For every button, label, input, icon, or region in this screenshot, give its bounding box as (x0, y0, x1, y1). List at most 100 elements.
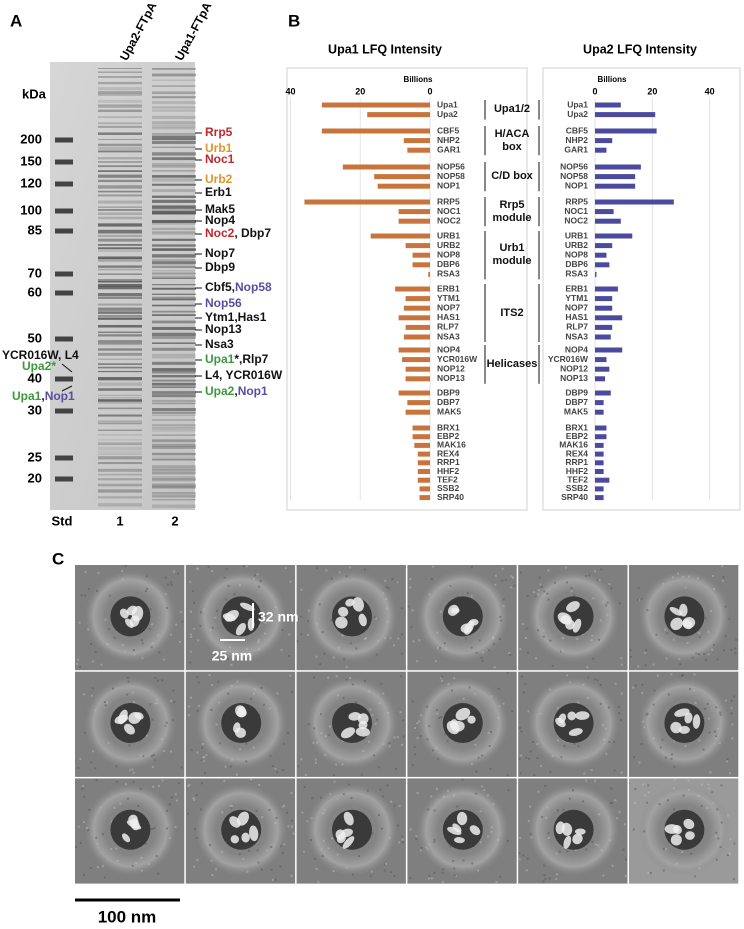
em-noise (338, 571, 341, 574)
em-noise (289, 580, 292, 583)
em-noise (132, 649, 135, 652)
em-noise (418, 639, 421, 642)
em-noise (124, 565, 127, 568)
em-noise (520, 754, 523, 757)
gel-band (98, 422, 142, 425)
axis-label: Billions (404, 75, 433, 84)
category-label: NOC1 (437, 206, 461, 216)
em-noise (152, 785, 155, 788)
em-noise (481, 651, 484, 654)
em-noise (94, 651, 97, 654)
em-noise (382, 692, 385, 695)
bar (595, 128, 657, 134)
bar (595, 451, 604, 457)
em-density (355, 727, 370, 737)
em-noise (211, 684, 214, 687)
em-noise (716, 808, 719, 811)
group-cell: Urb1 module (486, 241, 538, 269)
em-noise (307, 633, 310, 636)
em-noise (540, 585, 543, 588)
em-noise (77, 766, 80, 769)
gel-band (98, 420, 142, 423)
em-noise (146, 587, 149, 590)
em-noise (190, 749, 193, 752)
em-noise (315, 867, 318, 870)
gel-band (98, 331, 142, 334)
em-noise (174, 825, 177, 828)
gel-band (152, 85, 196, 87)
gel-band (98, 407, 142, 410)
scale-label: 100 nm (98, 907, 157, 926)
gel-band (152, 399, 196, 403)
bar (395, 286, 430, 292)
bar (407, 147, 430, 153)
category-label: CBF5 (437, 125, 459, 135)
gel-band (98, 442, 142, 446)
em-noise (90, 694, 93, 697)
lane-label: Std (52, 513, 73, 528)
gel-band (98, 414, 142, 417)
gel-band (98, 93, 142, 96)
em-noise (310, 817, 313, 820)
em-noise (82, 821, 85, 824)
em-noise (468, 686, 471, 689)
em-noise (385, 607, 388, 610)
em-noise (734, 647, 737, 650)
em-noise (556, 739, 559, 742)
gel-band (152, 91, 196, 95)
em-noise (279, 865, 282, 868)
marker-band (55, 408, 73, 414)
category-label: Upa1 (437, 99, 458, 109)
marker-band (55, 208, 73, 214)
category-label: TEF2 (567, 474, 588, 484)
em-noise (165, 809, 168, 812)
group-label: Rrp5 module (492, 198, 532, 224)
em-noise (634, 684, 637, 687)
em-noise (320, 732, 323, 735)
bar (428, 271, 430, 277)
category-label: NOP8 (565, 249, 588, 259)
em-noise (519, 772, 522, 775)
gel-band (98, 206, 142, 208)
em-noise (115, 780, 118, 783)
category-label: REX4 (566, 448, 588, 458)
gel-band (152, 471, 196, 475)
em-noise (148, 627, 151, 630)
em-noise (590, 639, 593, 642)
em-noise (598, 579, 601, 582)
em-noise (711, 791, 714, 794)
em-noise (242, 858, 245, 861)
em-noise (435, 787, 438, 790)
gel-band (98, 247, 142, 250)
panel-label: B (288, 11, 300, 30)
category-label: URB1 (565, 230, 588, 240)
bar (595, 376, 606, 382)
em-core (553, 596, 594, 637)
bar (419, 495, 430, 501)
em-noise (227, 692, 230, 695)
gel-band (98, 456, 142, 460)
em-noise (436, 646, 439, 649)
em-noise (645, 713, 648, 716)
gel-band (152, 356, 196, 359)
em-noise (252, 578, 255, 581)
em-density (460, 623, 473, 634)
em-noise (274, 878, 277, 881)
em-noise (364, 637, 367, 640)
bar (304, 199, 430, 205)
em-noise (126, 693, 129, 696)
marker-band (55, 271, 73, 277)
marker-label: 120 (20, 175, 42, 190)
em-noise (618, 811, 621, 814)
em-noise (521, 622, 524, 625)
em-noise (90, 761, 93, 764)
em-noise (270, 868, 273, 871)
em-noise (208, 844, 211, 847)
em-noise (420, 714, 423, 717)
em-noise (645, 649, 648, 652)
em-noise (358, 855, 361, 858)
em-noise (656, 674, 659, 677)
em-noise (539, 712, 542, 715)
em-noise (271, 764, 274, 767)
em-noise (547, 598, 550, 601)
